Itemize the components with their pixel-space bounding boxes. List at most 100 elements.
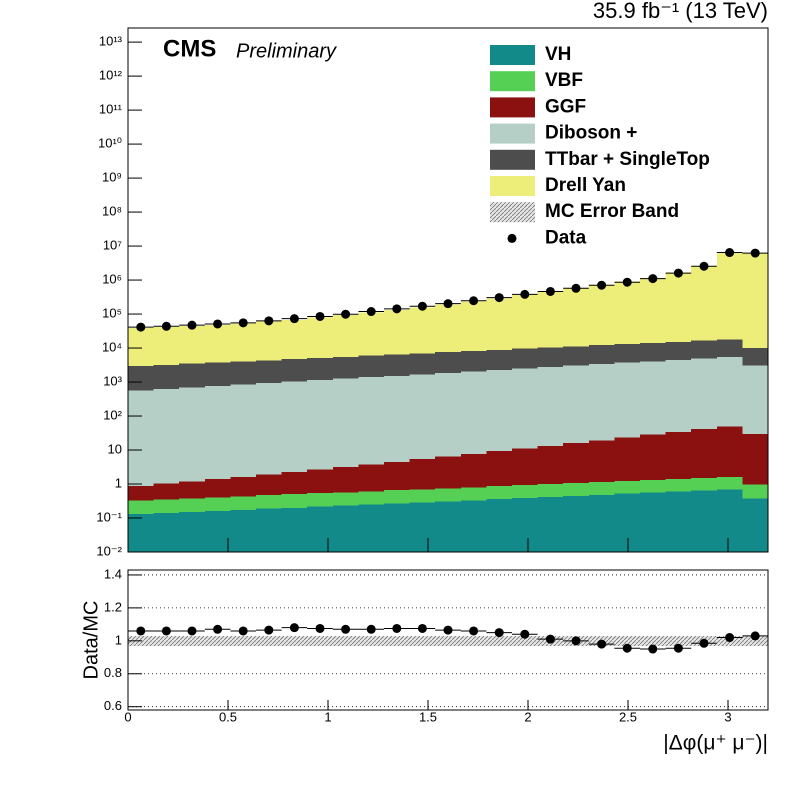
y-tick-label: 10 xyxy=(108,441,122,456)
y-tick-label: 10⁹ xyxy=(102,170,122,185)
error-band xyxy=(307,635,333,646)
stack-segment xyxy=(332,356,359,379)
stack-segment xyxy=(409,502,436,552)
stack-segment xyxy=(691,490,717,552)
stack-segment xyxy=(179,498,205,513)
stack-segment xyxy=(640,492,666,552)
experiment-label: CMS xyxy=(163,35,216,62)
error-band xyxy=(281,635,308,646)
status-label: Preliminary xyxy=(236,40,337,62)
x-tick-label: 3 xyxy=(724,709,731,724)
stack-segment xyxy=(742,484,768,499)
stack-segment xyxy=(128,390,154,486)
stack-segment xyxy=(588,482,615,495)
stack-segment xyxy=(563,483,589,496)
y-tick-label: 10¹³ xyxy=(99,34,123,49)
stack-segment xyxy=(742,253,768,348)
error-band xyxy=(153,635,180,646)
stack-segment xyxy=(128,485,154,501)
data-point xyxy=(750,248,760,258)
ratio-point xyxy=(366,624,376,634)
stack-segment xyxy=(128,514,154,552)
y-axis-label: Data/MC xyxy=(80,601,102,680)
stack-segment xyxy=(358,377,384,465)
stack-segment xyxy=(384,461,410,491)
stack-segment xyxy=(153,327,180,365)
stack-segment xyxy=(563,346,589,366)
ratio-point xyxy=(622,643,632,653)
stack-segment xyxy=(460,500,487,552)
stack-segment xyxy=(332,505,359,552)
stack-segment xyxy=(128,327,154,366)
stack-segment xyxy=(512,294,538,349)
stack-segment xyxy=(153,388,180,484)
stack-segment xyxy=(409,307,436,354)
data-point xyxy=(494,293,504,303)
stack-segment xyxy=(384,309,410,355)
stack-segment xyxy=(588,494,615,552)
error-band xyxy=(409,635,436,646)
stack-segment xyxy=(563,443,589,484)
data-point xyxy=(213,319,223,329)
error-band xyxy=(614,635,640,646)
stack-segment xyxy=(179,326,205,364)
error-band xyxy=(640,635,666,646)
stack-segment xyxy=(640,361,666,435)
error-band xyxy=(332,635,359,646)
stack-segment xyxy=(179,387,205,482)
data-point xyxy=(597,280,607,290)
stack-segment xyxy=(179,363,205,388)
ratio-point xyxy=(571,636,581,646)
stack-segment xyxy=(665,479,692,492)
stack-segment xyxy=(563,365,589,444)
data-point xyxy=(264,316,274,326)
stack-segment xyxy=(307,506,333,552)
stack-segment xyxy=(230,510,256,552)
y-tick-label: 10⁷ xyxy=(103,238,122,253)
stack-segment xyxy=(179,481,205,499)
stack-segment xyxy=(691,358,717,430)
ratio-point xyxy=(417,623,427,633)
stack-segment xyxy=(665,359,692,432)
y-tick-label: 10⁻² xyxy=(96,543,122,558)
main-plot xyxy=(128,248,768,552)
stack-segment xyxy=(204,324,231,363)
stack-segment xyxy=(460,351,487,372)
stack-segment xyxy=(512,448,538,486)
legend-swatch xyxy=(490,176,535,196)
stack-segment xyxy=(256,495,282,509)
y-tick-label: 0.8 xyxy=(104,665,122,680)
y-tick-label: 1 xyxy=(115,475,122,490)
stack-segment xyxy=(563,495,589,552)
x-tick-label: 1 xyxy=(324,709,331,724)
stack-segment xyxy=(128,500,154,515)
stack-segment xyxy=(230,323,256,362)
stack-segment xyxy=(358,504,384,552)
legend-label: Diboson + xyxy=(545,123,637,144)
stack-segment xyxy=(537,484,564,497)
data-point xyxy=(622,277,632,287)
stack-segment xyxy=(486,298,512,350)
legend-label: GGF xyxy=(545,96,586,117)
stack-segment xyxy=(588,364,615,441)
error-band xyxy=(665,635,692,646)
stack-segment xyxy=(358,355,384,378)
legend-label: TTbar + SingleTop xyxy=(545,149,710,170)
error-band xyxy=(460,635,487,646)
ratio-point xyxy=(392,623,402,633)
y-tick-label: 10⁴ xyxy=(102,339,122,354)
stack-segment xyxy=(716,252,743,340)
stack-segment xyxy=(358,491,384,505)
stack-segment xyxy=(281,381,308,472)
ratio-point xyxy=(673,643,683,653)
legend-swatch xyxy=(490,97,535,118)
stack-segment xyxy=(179,512,205,552)
data-point xyxy=(417,301,427,311)
chart-title: 35.9 fb⁻¹ (13 TeV) xyxy=(593,0,768,23)
legend-marker xyxy=(507,233,517,243)
stack-segment xyxy=(716,477,743,490)
y-tick-label: 10⁸ xyxy=(102,204,122,219)
stack-segment xyxy=(358,464,384,492)
